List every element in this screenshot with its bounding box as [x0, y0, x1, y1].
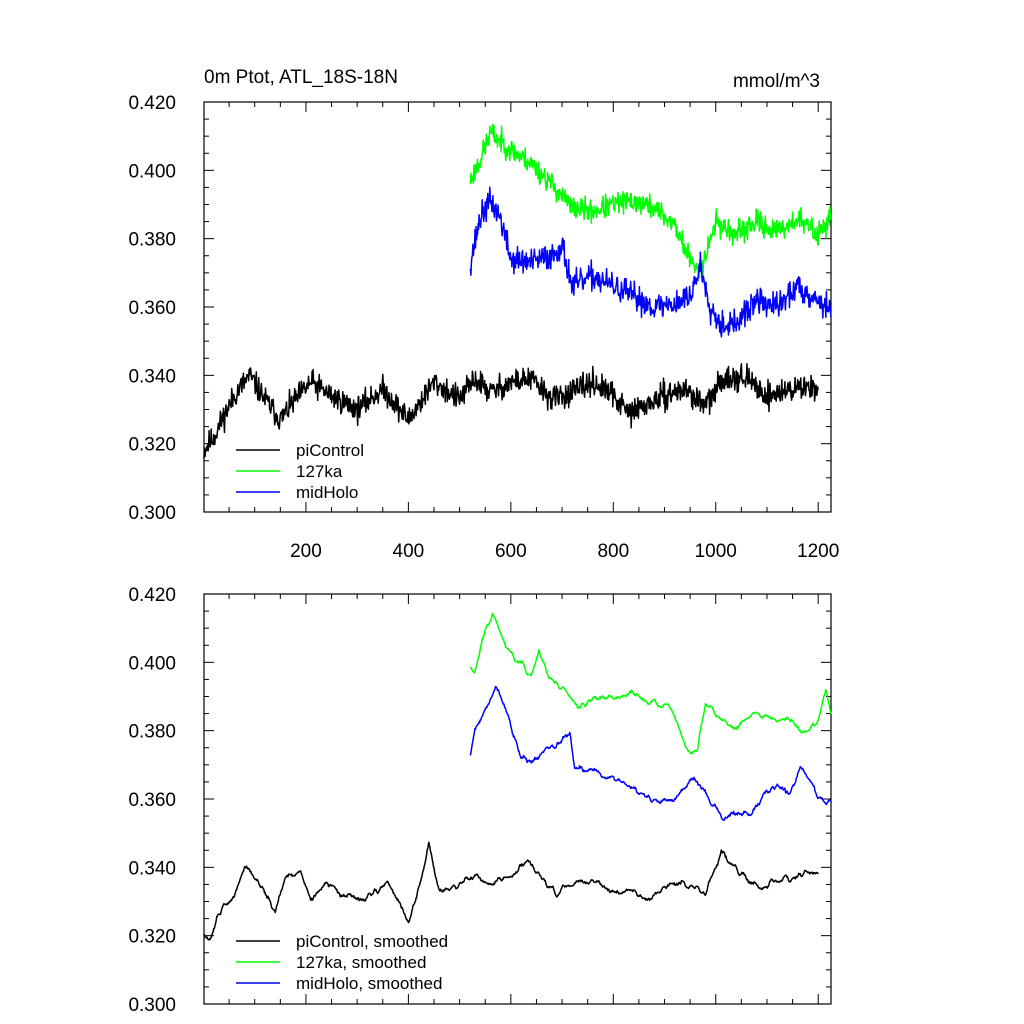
- chart-title: 0m Ptot, ATL_18S-18N: [204, 67, 398, 88]
- x-tick-label: 1000: [695, 541, 737, 562]
- y-tick-label: 0.320: [128, 927, 176, 948]
- top-panel: 0.420 0.400 0.380 0.360 0.340 0.320 0.300 200 40…: [128, 93, 839, 562]
- x-tick-label: 400: [393, 541, 425, 562]
- x-tick-label: 800: [597, 541, 629, 562]
- series-line-midholo-smoothed: [469, 685, 832, 821]
- y-tick-label: 0.400: [128, 653, 176, 674]
- legend: piControl 127ka midHolo: [236, 441, 364, 502]
- y-axis-ticks: [204, 593, 831, 1005]
- y-tick-label: 0.400: [128, 161, 176, 182]
- y-tick-label: 0.420: [128, 585, 176, 606]
- x-axis-ticks: [228, 594, 819, 1004]
- y-tick-label: 0.320: [128, 435, 176, 456]
- y-tick-label: 0.380: [128, 230, 176, 251]
- legend-label: piControl: [296, 441, 364, 460]
- legend-label: 127ka: [296, 462, 343, 481]
- y-tick-label: 0.420: [128, 93, 176, 114]
- units-label: mmol/m^3: [733, 71, 820, 92]
- series-line-127ka-smoothed: [469, 612, 832, 755]
- legend: piControl, smoothed 127ka, smoothed midHol…: [236, 932, 448, 993]
- series-line-midholo: [469, 186, 832, 338]
- x-tick-label: 600: [495, 541, 527, 562]
- y-tick-label: 0.360: [128, 298, 176, 319]
- x-tick-label: 200: [290, 541, 322, 562]
- y-tick-label: 0.340: [128, 366, 176, 387]
- x-tick-label: 1200: [797, 541, 839, 562]
- series-line-picontrol-smoothed: [203, 841, 819, 941]
- series-line-picontrol: [203, 362, 819, 459]
- series-line-127ka: [469, 124, 832, 279]
- y-tick-label: 0.360: [128, 790, 176, 811]
- legend-label: midHolo: [296, 483, 358, 502]
- legend-label: piControl, smoothed: [296, 932, 448, 951]
- legend-label: midHolo, smoothed: [296, 974, 442, 993]
- bottom-panel: 0.420 0.400 0.380 0.360 0.340 0.320 0.300 piCon…: [128, 585, 832, 1016]
- x-axis-ticks: [228, 102, 819, 512]
- y-tick-label: 0.380: [128, 722, 176, 743]
- y-tick-label: 0.300: [128, 995, 176, 1016]
- y-tick-label: 0.340: [128, 858, 176, 879]
- legend-label: 127ka, smoothed: [296, 953, 426, 972]
- y-tick-label: 0.300: [128, 503, 176, 524]
